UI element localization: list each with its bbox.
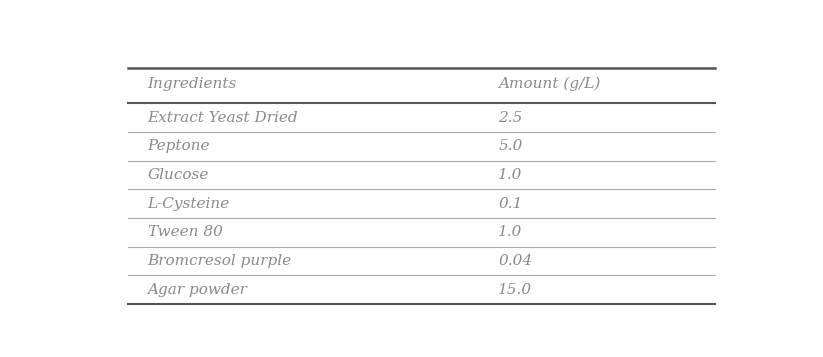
Text: Tween 80: Tween 80 (147, 225, 222, 239)
Text: 0.1: 0.1 (498, 197, 523, 211)
Text: Amount (g/L): Amount (g/L) (498, 77, 601, 91)
Text: 2.5: 2.5 (498, 111, 523, 125)
Text: 0.04: 0.04 (498, 254, 532, 268)
Text: Agar powder: Agar powder (147, 283, 248, 297)
Text: Ingredients: Ingredients (147, 77, 237, 91)
Text: Peptone: Peptone (147, 139, 210, 153)
Text: 5.0: 5.0 (498, 139, 523, 153)
Text: 1.0: 1.0 (498, 168, 523, 182)
Text: Bromcresol purple: Bromcresol purple (147, 254, 291, 268)
Text: Glucose: Glucose (147, 168, 209, 182)
Text: 15.0: 15.0 (498, 283, 532, 297)
Text: L-Cysteine: L-Cysteine (147, 197, 230, 211)
Text: 1.0: 1.0 (498, 225, 523, 239)
Text: Extract Yeast Dried: Extract Yeast Dried (147, 111, 298, 125)
